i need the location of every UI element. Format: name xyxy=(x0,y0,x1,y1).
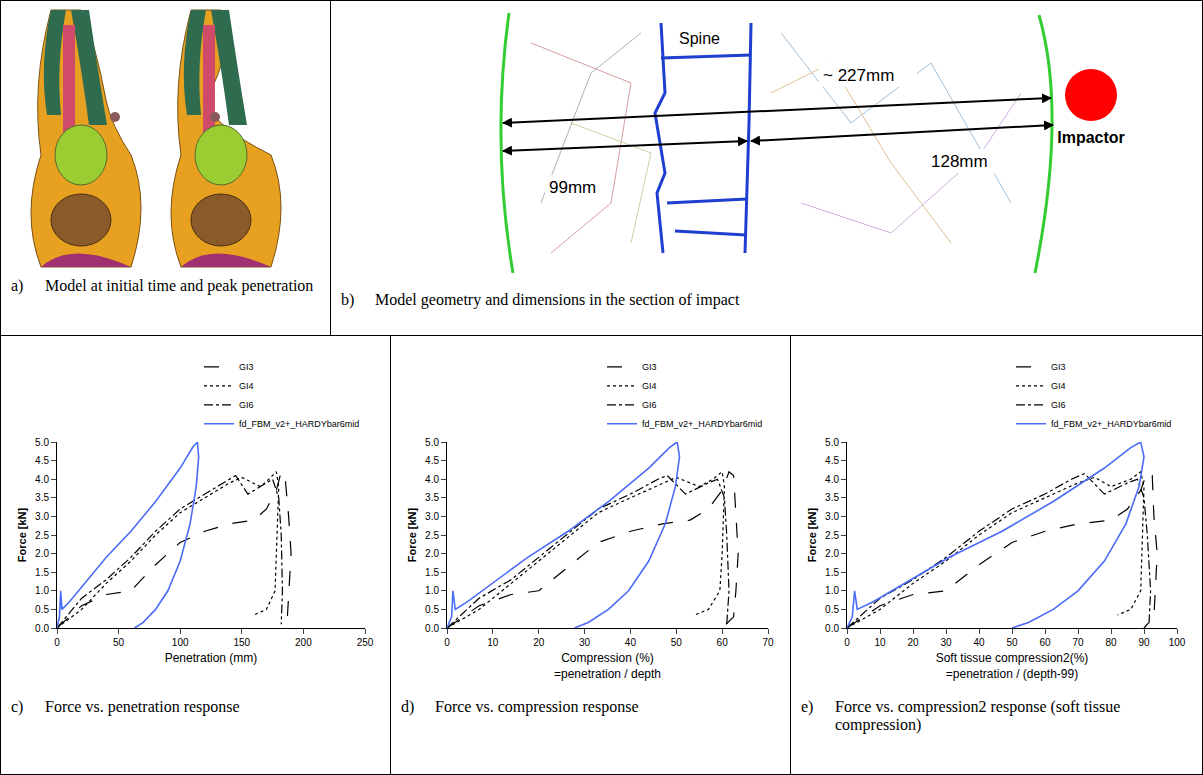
svg-text:3.5: 3.5 xyxy=(825,492,839,503)
svg-text:40: 40 xyxy=(625,637,637,648)
html-text:Force vs. compression response: Force vs. compression response xyxy=(435,698,639,715)
svg-text:4.5: 4.5 xyxy=(825,455,839,466)
svg-text:~ 227mm: ~ 227mm xyxy=(823,66,894,85)
html-text:Model geometry and dimensions: Model geometry and dimensions in the sec… xyxy=(375,291,740,308)
svg-text:2.0: 2.0 xyxy=(425,548,439,559)
svg-text:0.0: 0.0 xyxy=(425,623,439,634)
html-text:a): a) xyxy=(11,277,24,294)
svg-text:Force [kN]: Force [kN] xyxy=(806,507,818,562)
svg-text:128mm: 128mm xyxy=(931,152,988,171)
svg-text:GI3: GI3 xyxy=(642,362,657,372)
svg-text:1.5: 1.5 xyxy=(425,567,439,578)
svg-text:Soft tissue compression2(%)=pe: Soft tissue compression2(%)=penetration … xyxy=(936,651,1089,681)
svg-text:1.5: 1.5 xyxy=(35,567,49,578)
svg-text:GI6: GI6 xyxy=(1051,400,1066,410)
svg-text:2.0: 2.0 xyxy=(35,548,49,559)
svg-text:GI6: GI6 xyxy=(642,400,657,410)
svg-text:30: 30 xyxy=(940,637,952,648)
svg-text:GI6: GI6 xyxy=(239,400,254,410)
svg-text:2.5: 2.5 xyxy=(425,530,439,541)
svg-text:GI3: GI3 xyxy=(239,362,254,372)
svg-text:3.0: 3.0 xyxy=(825,511,839,522)
svg-text:0: 0 xyxy=(54,637,60,648)
svg-text:fd_FBM_v2+_HARDYbar6mid: fd_FBM_v2+_HARDYbar6mid xyxy=(239,419,359,429)
svg-text:1.0: 1.0 xyxy=(825,585,839,596)
svg-text:10: 10 xyxy=(874,637,886,648)
svg-text:fd_FBM_v2+_HARDYbar6mid: fd_FBM_v2+_HARDYbar6mid xyxy=(1051,419,1171,429)
svg-text:0.5: 0.5 xyxy=(35,604,49,615)
svg-text:5.0: 5.0 xyxy=(825,437,839,448)
svg-text:0.5: 0.5 xyxy=(825,604,839,615)
svg-text:4.0: 4.0 xyxy=(825,474,839,485)
svg-text:60: 60 xyxy=(1039,637,1051,648)
html-text:d): d) xyxy=(401,698,415,715)
svg-text:4.5: 4.5 xyxy=(35,455,49,466)
svg-text:50: 50 xyxy=(671,637,683,648)
svg-text:80: 80 xyxy=(1105,637,1117,648)
svg-text:0.5: 0.5 xyxy=(425,604,439,615)
svg-text:fd_FBM_v2+_HARDYbar6mid: fd_FBM_v2+_HARDYbar6mid xyxy=(642,419,762,429)
svg-text:3.0: 3.0 xyxy=(35,511,49,522)
svg-text:0.0: 0.0 xyxy=(35,623,49,634)
svg-text:1.5: 1.5 xyxy=(825,567,839,578)
svg-text:100: 100 xyxy=(172,637,189,648)
svg-text:2.0: 2.0 xyxy=(825,548,839,559)
svg-text:4.0: 4.0 xyxy=(425,474,439,485)
svg-text:20: 20 xyxy=(533,637,545,648)
svg-text:90: 90 xyxy=(1138,637,1150,648)
html-text:Force vs. penetration response: Force vs. penetration response xyxy=(45,698,240,715)
svg-text:150: 150 xyxy=(233,637,250,648)
html-text:c): c) xyxy=(11,698,24,715)
svg-text:100: 100 xyxy=(1169,637,1186,648)
svg-text:1.0: 1.0 xyxy=(35,585,49,596)
svg-text:0: 0 xyxy=(844,637,850,648)
svg-text:10: 10 xyxy=(487,637,499,648)
svg-text:Force [kN]: Force [kN] xyxy=(406,507,418,562)
svg-text:40: 40 xyxy=(973,637,985,648)
svg-text:200: 200 xyxy=(295,637,312,648)
svg-text:Spine: Spine xyxy=(679,30,720,47)
html-text:b): b) xyxy=(341,291,355,308)
svg-text:0.0: 0.0 xyxy=(825,623,839,634)
svg-text:Compression (%)=penetration /: Compression (%)=penetration / depth xyxy=(554,651,661,681)
svg-text:60: 60 xyxy=(717,637,729,648)
svg-text:2.5: 2.5 xyxy=(35,530,49,541)
svg-text:0: 0 xyxy=(444,637,450,648)
svg-text:2.5: 2.5 xyxy=(825,530,839,541)
html-text:Model at initial time and peak: Model at initial time and peak penetrati… xyxy=(45,277,314,294)
svg-text:Impactor: Impactor xyxy=(1057,129,1125,146)
svg-text:3.0: 3.0 xyxy=(425,511,439,522)
html-text:Force vs. compression2 respons: Force vs. compression2 response (soft ti… xyxy=(835,698,1121,733)
svg-text:30: 30 xyxy=(579,637,591,648)
svg-text:70: 70 xyxy=(1072,637,1084,648)
svg-text:GI4: GI4 xyxy=(1051,381,1066,391)
svg-text:4.5: 4.5 xyxy=(425,455,439,466)
svg-text:99mm: 99mm xyxy=(549,178,596,197)
svg-text:250: 250 xyxy=(357,637,374,648)
svg-text:50: 50 xyxy=(1006,637,1018,648)
svg-text:4.0: 4.0 xyxy=(35,474,49,485)
svg-text:5.0: 5.0 xyxy=(35,437,49,448)
svg-text:50: 50 xyxy=(113,637,125,648)
svg-text:20: 20 xyxy=(907,637,919,648)
svg-text:3.5: 3.5 xyxy=(35,492,49,503)
svg-text:70: 70 xyxy=(762,637,774,648)
svg-text:GI4: GI4 xyxy=(642,381,657,391)
svg-text:Force [kN]: Force [kN] xyxy=(16,507,28,562)
svg-text:1.0: 1.0 xyxy=(425,585,439,596)
svg-text:GI3: GI3 xyxy=(1051,362,1066,372)
html-text:e): e) xyxy=(801,698,814,715)
svg-text:5.0: 5.0 xyxy=(425,437,439,448)
svg-text:3.5: 3.5 xyxy=(425,492,439,503)
svg-text:Penetration (mm): Penetration (mm) xyxy=(165,651,258,665)
svg-text:GI4: GI4 xyxy=(239,381,254,391)
